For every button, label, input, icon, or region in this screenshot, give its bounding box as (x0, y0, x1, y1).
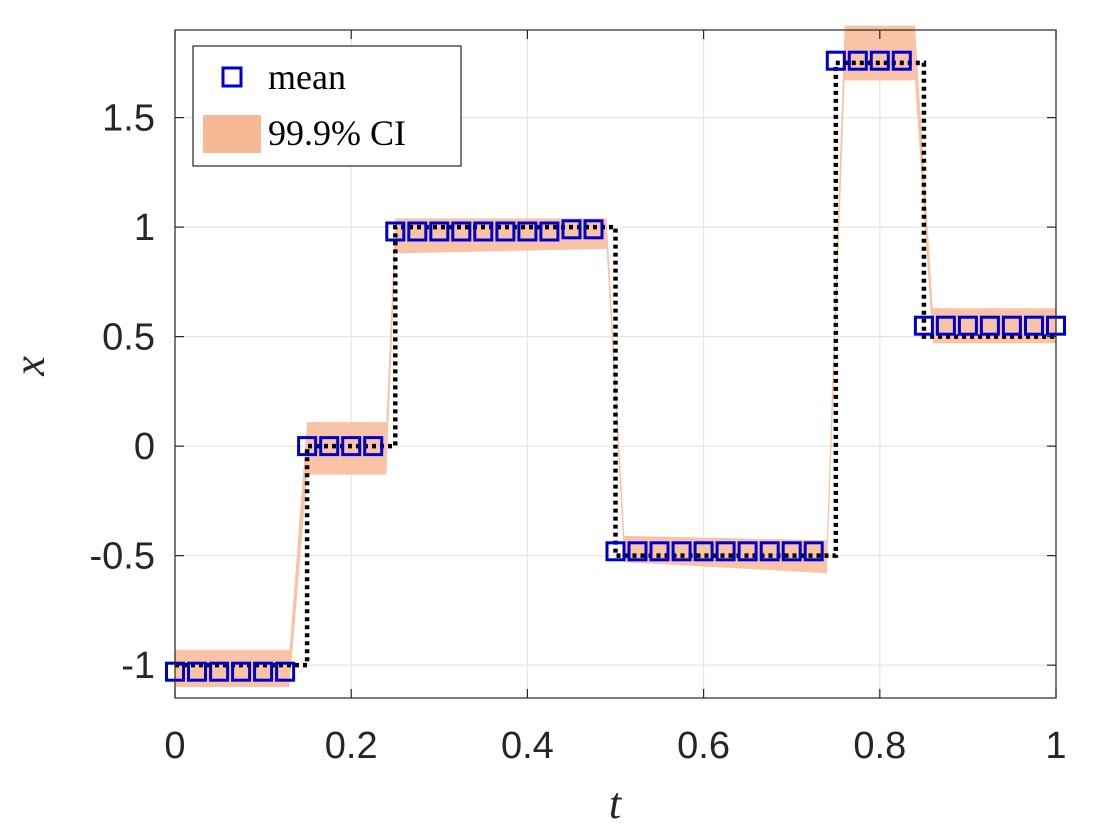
y-axis-label: x (5, 356, 54, 377)
y-tick-label: 1.5 (102, 98, 155, 140)
y-tick-label: 0.5 (102, 317, 155, 359)
true-signal-layer (175, 60, 1056, 668)
mean-point (605, 541, 626, 562)
mean-point (363, 436, 384, 457)
y-tick-label: -1 (121, 645, 155, 687)
x-tick-label: 0.6 (677, 725, 730, 767)
x-tick-label: 1 (1045, 725, 1066, 767)
mean-point (803, 541, 824, 562)
mean-point (671, 541, 692, 562)
mean-point (1024, 315, 1044, 336)
mean-point (869, 50, 890, 71)
mean-point (231, 661, 252, 682)
mean-point (627, 541, 648, 562)
mean-point (319, 436, 340, 457)
mean-point (495, 221, 516, 242)
x-tick-label: 0.2 (325, 725, 378, 767)
mean-point (693, 541, 714, 562)
mean-point (583, 219, 604, 240)
mean-point (473, 221, 494, 242)
mean-point (649, 541, 670, 562)
y-tick-label: 0 (134, 426, 155, 468)
mean-point (561, 219, 582, 240)
legend-ci-swatch (203, 115, 261, 153)
x-axis-label: t (609, 779, 623, 828)
mean-point (847, 50, 868, 71)
mean-point (517, 221, 538, 242)
legend: mean 99.9% CI (192, 45, 462, 167)
mean-point (385, 221, 406, 242)
legend-mean-marker (221, 66, 243, 88)
mean-point (737, 541, 758, 562)
mean-point (715, 541, 736, 562)
mean-point (407, 221, 428, 242)
mean-point (187, 661, 207, 682)
mean-point (341, 436, 362, 457)
mean-point (209, 661, 230, 682)
mean-point (825, 50, 846, 71)
mean-point (539, 221, 560, 242)
mean-point (1001, 315, 1022, 336)
mean-point (979, 315, 1000, 336)
plot-frame (174, 29, 1057, 699)
legend-mean-label: mean (268, 57, 346, 97)
y-tick-label: -0.5 (90, 536, 155, 578)
mean-point (451, 221, 472, 242)
mean-point (253, 661, 274, 682)
legend-ci-label: 99.9% CI (268, 113, 406, 153)
true-signal-line (175, 60, 1056, 668)
mean-point (297, 436, 318, 457)
mean-point (935, 315, 956, 336)
x-tick-label: 0.8 (853, 725, 906, 767)
mean-point (781, 541, 802, 562)
mean-point (957, 315, 978, 336)
x-tick-label: 0 (164, 725, 185, 767)
y-tick-label: 1 (134, 207, 155, 249)
x-tick-label: 0.4 (501, 725, 554, 767)
mean-point (913, 315, 934, 336)
mean-point (759, 541, 780, 562)
mean-point (429, 221, 450, 242)
tick-layer: 0 0.2 0.4 0.6 0.8 1 -1 -0.5 0 0.5 1 1.5 (90, 30, 1067, 767)
mean-point (891, 50, 912, 71)
mean-point (275, 661, 296, 682)
